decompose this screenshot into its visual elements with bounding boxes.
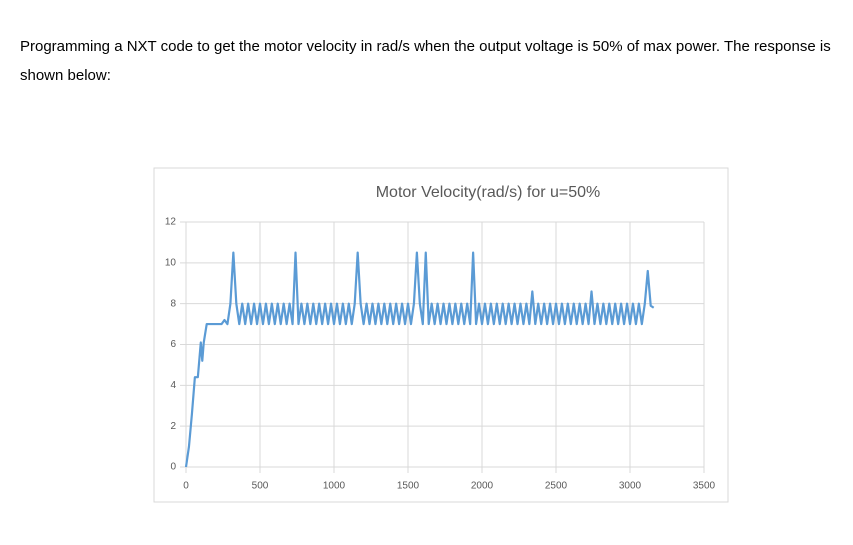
data-line	[184, 251, 655, 468]
y-tick-label: 6	[170, 339, 176, 350]
chart-frame	[153, 167, 729, 503]
chart-title: Motor Velocity(rad/s) for u=50%	[376, 184, 601, 201]
x-tick-label: 2500	[545, 481, 568, 492]
y-tick-label: 4	[170, 380, 176, 391]
x-tick-label: 3000	[619, 481, 642, 492]
x-tick-label: 3500	[693, 481, 716, 492]
y-tick-label: 0	[170, 462, 176, 473]
x-tick-label: 2000	[471, 481, 494, 492]
y-tick-label: 10	[165, 257, 177, 268]
x-tick-label: 1000	[323, 481, 346, 492]
y-tick-label: 8	[170, 298, 176, 309]
y-tick-label: 12	[165, 217, 177, 228]
x-tick-label: 500	[252, 481, 269, 492]
y-tick-label: 2	[170, 421, 176, 432]
x-tick-label: 1500	[397, 481, 420, 492]
paragraph: Programming a NXT code to get the motor …	[20, 38, 831, 84]
x-tick-label: 0	[183, 481, 189, 492]
